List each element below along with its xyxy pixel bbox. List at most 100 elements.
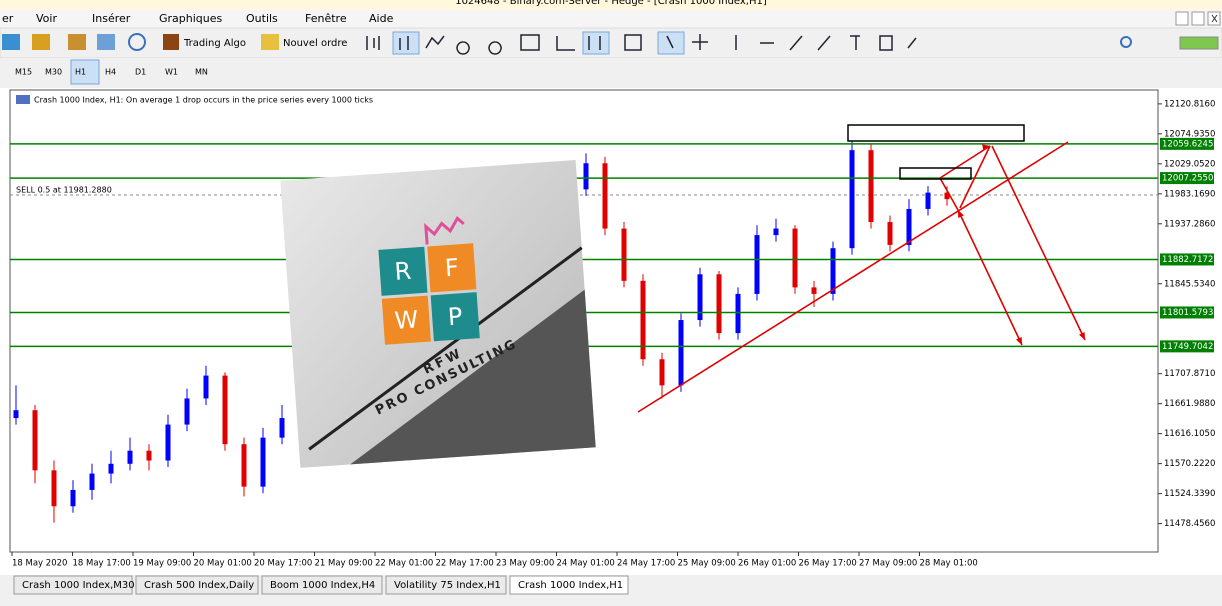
logo-tile	[430, 292, 480, 342]
window-controls	[1175, 11, 1221, 26]
timeframe-button[interactable]: H4	[105, 68, 116, 77]
candle-body	[868, 150, 874, 223]
x-tick-label: 19 May 09:00	[133, 559, 191, 569]
candle-body	[70, 489, 76, 507]
logo-letter: F	[444, 253, 460, 282]
y-tick-label: 11524.3390	[1164, 489, 1215, 499]
candle-body	[203, 375, 209, 399]
logo-letter: P	[447, 302, 463, 331]
timeframe-button[interactable]: M30	[45, 68, 62, 77]
candle-body	[792, 228, 798, 288]
level-label-box	[1160, 172, 1214, 185]
candle-body	[849, 150, 855, 249]
icon[interactable]	[261, 34, 279, 50]
x-tick-label: 22 May 01:00	[375, 559, 433, 569]
y-tick-label: 12074.9350	[1164, 129, 1215, 139]
stairs	[350, 289, 596, 465]
level-label-box	[1160, 306, 1214, 319]
candle-body	[697, 274, 703, 321]
candle-body	[127, 450, 133, 464]
tab-label[interactable]: Volatility 75 Index,H1	[394, 580, 501, 591]
candle-body	[89, 473, 95, 490]
arrow-head	[1078, 332, 1085, 340]
active-tab[interactable]	[509, 575, 629, 595]
candle-body	[659, 359, 665, 386]
active-tool[interactable]	[582, 31, 610, 55]
x-tick-label: 24 May 01:00	[557, 559, 615, 569]
candle-body	[146, 450, 152, 461]
icon[interactable]	[2, 34, 20, 50]
tab[interactable]	[385, 575, 507, 595]
menu-item[interactable]: er	[2, 12, 14, 25]
tab[interactable]	[261, 575, 383, 595]
trend-drawing	[939, 177, 959, 211]
candle-body	[735, 293, 741, 334]
level-label: 11749.7042	[1162, 342, 1213, 352]
trading-algo-button[interactable]: Trading Algo	[183, 38, 246, 49]
y-tick-label: 11983.1690	[1164, 189, 1215, 199]
y-tick-label: 11661.9880	[1164, 399, 1215, 409]
tab[interactable]	[13, 575, 133, 595]
candle-body	[773, 228, 779, 236]
menu-item[interactable]: Fenêtre	[305, 12, 347, 25]
candle-body	[754, 235, 760, 294]
candle-body	[716, 274, 722, 334]
tab-label[interactable]: Boom 1000 Index,H4	[270, 580, 375, 591]
menu-item[interactable]: Graphiques	[159, 12, 223, 25]
menu-item[interactable]: Insérer	[92, 12, 131, 25]
new-order-button[interactable]: Nouvel ordre	[283, 38, 347, 49]
menu-bar	[0, 10, 1222, 28]
logo-tile	[427, 243, 477, 293]
arrow-head	[958, 210, 964, 218]
chart-title: Crash 1000 Index, H1: On average 1 drop …	[34, 96, 373, 105]
candle-body	[621, 228, 627, 281]
logo-tile	[381, 295, 431, 345]
tab-label[interactable]: Crash 1000 Index,M30	[22, 580, 135, 591]
y-tick-label: 11845.5340	[1164, 279, 1215, 289]
menu-item[interactable]: Voir	[36, 12, 57, 25]
x-tick-label: 26 May 01:00	[738, 559, 796, 569]
close-icon	[1211, 14, 1218, 23]
trend-drawing	[939, 145, 991, 179]
minimize[interactable]	[1175, 11, 1189, 26]
timeframe-bar	[0, 58, 1222, 86]
menu-item[interactable]: Outils	[246, 12, 278, 25]
timeframe-button[interactable]: D1	[135, 68, 146, 77]
candle-body	[165, 424, 171, 461]
active-timeframe	[70, 59, 100, 85]
logo-letter: W	[394, 305, 420, 335]
arrow-head	[1016, 337, 1022, 345]
menu-item[interactable]: Aide	[369, 12, 394, 25]
x-tick-label: 26 May 17:00	[799, 559, 857, 569]
tab-label[interactable]: Crash 500 Index,Daily	[144, 580, 254, 591]
candle-body	[830, 248, 836, 294]
y-tick-label: 11707.8710	[1164, 369, 1215, 379]
x-tick-label: 20 May 01:00	[194, 559, 252, 569]
arrow-head	[982, 144, 990, 151]
icon[interactable]	[97, 34, 115, 50]
candle-body	[887, 222, 893, 245]
signal-bar	[1179, 36, 1219, 50]
icon[interactable]	[68, 34, 86, 50]
search-icon[interactable]	[1120, 36, 1132, 48]
icon[interactable]	[163, 34, 179, 50]
level-label-box	[1160, 340, 1214, 353]
active-tool[interactable]	[392, 31, 420, 55]
logo-tile	[378, 246, 428, 296]
tab[interactable]	[135, 575, 259, 595]
timeframe-button[interactable]: H1	[75, 68, 86, 77]
tool-glyphs	[366, 34, 917, 55]
tab-label[interactable]: Crash 1000 Index,H1	[518, 580, 623, 591]
level-label-box	[1160, 137, 1214, 150]
timeframe-button[interactable]: MN	[195, 68, 208, 77]
timeframe-button[interactable]: W1	[165, 68, 178, 77]
candle-body	[602, 163, 608, 229]
icon[interactable]	[128, 33, 146, 51]
icon[interactable]	[32, 34, 50, 50]
restore[interactable]	[1191, 11, 1205, 26]
timeframe-button[interactable]: M15	[15, 68, 32, 77]
candle-body	[279, 418, 285, 438]
level-label-box	[1160, 253, 1214, 266]
candle-body	[811, 287, 817, 294]
candle-body	[583, 163, 589, 190]
